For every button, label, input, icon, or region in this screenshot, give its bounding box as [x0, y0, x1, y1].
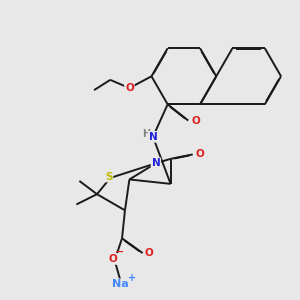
Text: O: O	[196, 149, 204, 159]
Text: O: O	[125, 83, 134, 93]
Text: +: +	[128, 273, 136, 283]
Text: O: O	[191, 116, 200, 126]
Text: N: N	[148, 132, 157, 142]
Text: O: O	[145, 248, 154, 258]
Text: H: H	[142, 129, 151, 139]
Text: O: O	[109, 254, 118, 264]
Text: −: −	[115, 247, 125, 257]
Text: N: N	[152, 158, 160, 168]
Text: Na: Na	[112, 279, 129, 289]
Text: S: S	[105, 172, 112, 182]
